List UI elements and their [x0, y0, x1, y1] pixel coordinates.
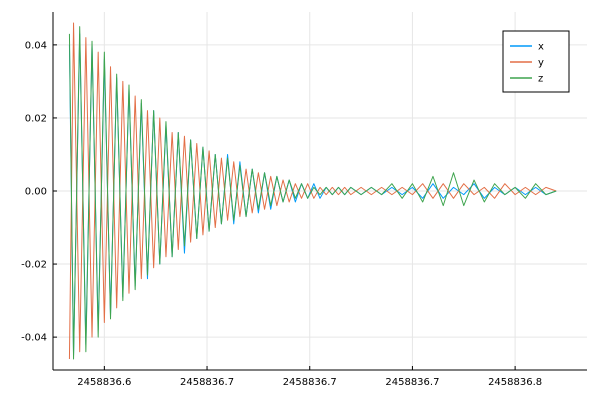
- y-tick-group: -0.04 -0.02 0.00 0.02 0.04: [21, 40, 57, 344]
- x-tick-group: 2458836.6 2458836.7 2458836.7 2458836.7 2458…: [77, 366, 542, 388]
- series-line-y: [68, 22, 557, 360]
- x-tick-label: 2458836.7: [180, 377, 234, 388]
- y-tick-label: -0.02: [21, 260, 47, 271]
- x-tick-label: 2458836.6: [77, 377, 131, 388]
- series-line-z: [68, 26, 557, 360]
- y-tick-label: -0.04: [21, 333, 47, 344]
- x-tick-label: 2458836.7: [385, 377, 439, 388]
- x-tick-label: 2458836.8: [488, 377, 542, 388]
- legend-label-y: y: [538, 58, 544, 69]
- x-tick-label: 2458836.7: [283, 377, 337, 388]
- legend-label-x: x: [538, 42, 544, 53]
- legend: xyz: [502, 30, 570, 93]
- y-tick-label: 0.04: [25, 40, 47, 51]
- legend-label-z: z: [538, 74, 543, 85]
- series-group: [68, 22, 557, 360]
- legend-items: xyz: [510, 42, 544, 85]
- y-tick-label: 0.00: [25, 187, 47, 198]
- y-tick-label: 0.02: [25, 113, 47, 124]
